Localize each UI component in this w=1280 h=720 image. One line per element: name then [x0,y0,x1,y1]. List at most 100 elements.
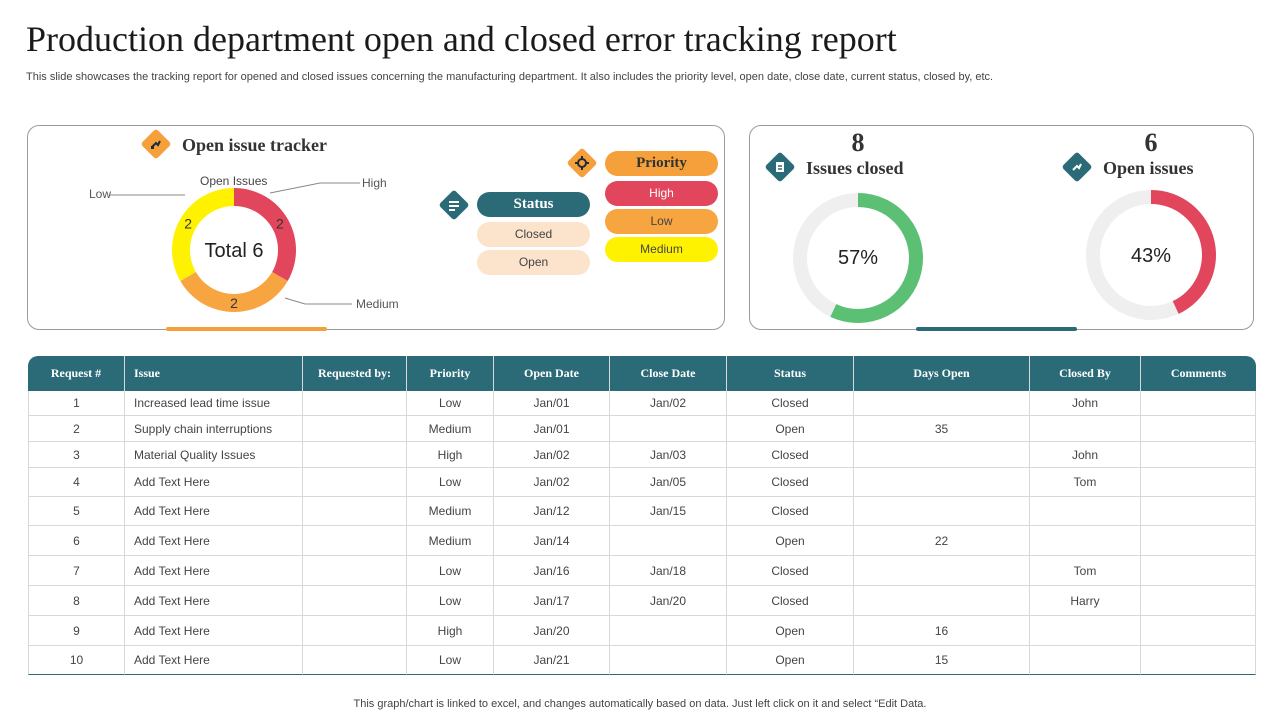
table-cell [610,416,727,442]
table-cell: Add Text Here [125,586,303,616]
table-cell: Jan/01 [494,416,610,442]
donut-value-arc [830,193,923,323]
donut-value-arc [1151,190,1216,314]
status-legend-open: Open [477,250,590,275]
tracker-icon [140,128,172,160]
table-cell: 15 [854,646,1030,675]
table-cell [1030,497,1141,526]
issues-closed-donut [793,193,923,323]
table-cell: Low [407,468,494,497]
open-issues-donut [1086,190,1216,320]
low-callout-label: Low [89,187,111,201]
table-cell [1030,616,1141,646]
table-cell: Jan/18 [610,556,727,586]
issues-closed-icon [764,151,796,183]
table-row: 9 Add Text Here High Jan/20 Open 16 [28,616,1256,646]
status-icon [438,189,470,221]
table-cell: Jan/16 [494,556,610,586]
priority-legend-high: High [605,181,718,206]
open-tracker-heading: Open issue tracker [182,135,327,155]
table-cell: Jan/15 [610,497,727,526]
table-row: 7 Add Text Here Low Jan/16 Jan/18 Closed Tom [28,556,1256,586]
table-cell: Medium [407,497,494,526]
panel-accent-bar [166,327,327,331]
table-cell [1141,442,1256,468]
kpi-accent-bar [916,327,1077,331]
table-cell: Jan/14 [494,526,610,556]
table-cell: Add Text Here [125,497,303,526]
table-header-cell: Days Open [854,356,1030,391]
table-cell [854,391,1030,416]
table-cell [303,616,407,646]
table-cell: Low [407,556,494,586]
priority-legend-heading: Priority [605,151,718,176]
table-cell: 10 [28,646,125,675]
table-cell [303,391,407,416]
table-cell: Jan/21 [494,646,610,675]
table-cell: 6 [28,526,125,556]
table-header-cell: Close Date [610,356,727,391]
table-cell [610,616,727,646]
table-header-cell: Comments [1141,356,1256,391]
table-cell: 35 [854,416,1030,442]
table-header-cell: Request # [28,356,125,391]
issue-tracking-table: Request # Issue Requested by: Priority Open … [28,356,1256,675]
priority-legend-low: Low [605,209,718,234]
table-cell: Add Text Here [125,526,303,556]
donut-inner-label: Open Issues [200,174,267,188]
table-cell: Jan/02 [494,468,610,497]
table-cell [1141,468,1256,497]
table-cell: Add Text Here [125,616,303,646]
table-cell: 3 [28,442,125,468]
table-header-cell: Closed By [1030,356,1141,391]
issues-closed-percent: 57% [837,247,879,269]
table-cell: Closed [727,391,854,416]
medium-callout-label: Medium [356,297,399,311]
table-cell: Low [407,391,494,416]
table-cell: 4 [28,468,125,497]
table-cell: Closed [727,468,854,497]
table-cell: Jan/02 [610,391,727,416]
table-cell: Medium [407,416,494,442]
table-cell: Jan/20 [494,616,610,646]
footer-note: This graph/chart is linked to excel, and… [353,698,927,710]
table-header-cell: Status [727,356,854,391]
table-cell: Jan/03 [610,442,727,468]
table-cell: Supply chain interruptions [125,416,303,442]
table-cell [303,442,407,468]
table-cell: Add Text Here [125,468,303,497]
table-cell: Add Text Here [125,646,303,675]
table-row: 3 Material Quality Issues High Jan/02 Jan/03… [28,442,1256,468]
table-cell: John [1030,442,1141,468]
table-cell: 1 [28,391,125,416]
table-cell [303,416,407,442]
open-issues-count: 6 [1144,128,1158,157]
table-cell [303,468,407,497]
donut-slice-value: 2 [276,216,284,232]
table-cell: Jan/12 [494,497,610,526]
table-cell [1141,416,1256,442]
high-callout-line [269,182,360,194]
table-cell [303,497,407,526]
high-callout-label: High [362,176,387,190]
table-cell: 5 [28,497,125,526]
table-cell [854,556,1030,586]
table-cell: Material Quality Issues [125,442,303,468]
table-cell [1030,526,1141,556]
table-cell: Jan/01 [494,391,610,416]
table-cell: 7 [28,556,125,586]
status-legend-heading: Status [477,192,590,217]
page-subtitle: This slide showcases the tracking report… [26,71,994,83]
table-header-cell: Issue [125,356,303,391]
donut-total-label: Total 6 [204,240,264,262]
table-cell: Closed [727,586,854,616]
table-cell: Closed [727,497,854,526]
table-row: 5 Add Text Here Medium Jan/12 Jan/15 Closed [28,497,1256,526]
table-cell: Medium [407,526,494,556]
table-cell [1030,416,1141,442]
table-cell: Tom [1030,556,1141,586]
kpi-panel [749,125,1254,330]
table-cell: 2 [28,416,125,442]
table-cell [854,468,1030,497]
table-cell [1141,616,1256,646]
